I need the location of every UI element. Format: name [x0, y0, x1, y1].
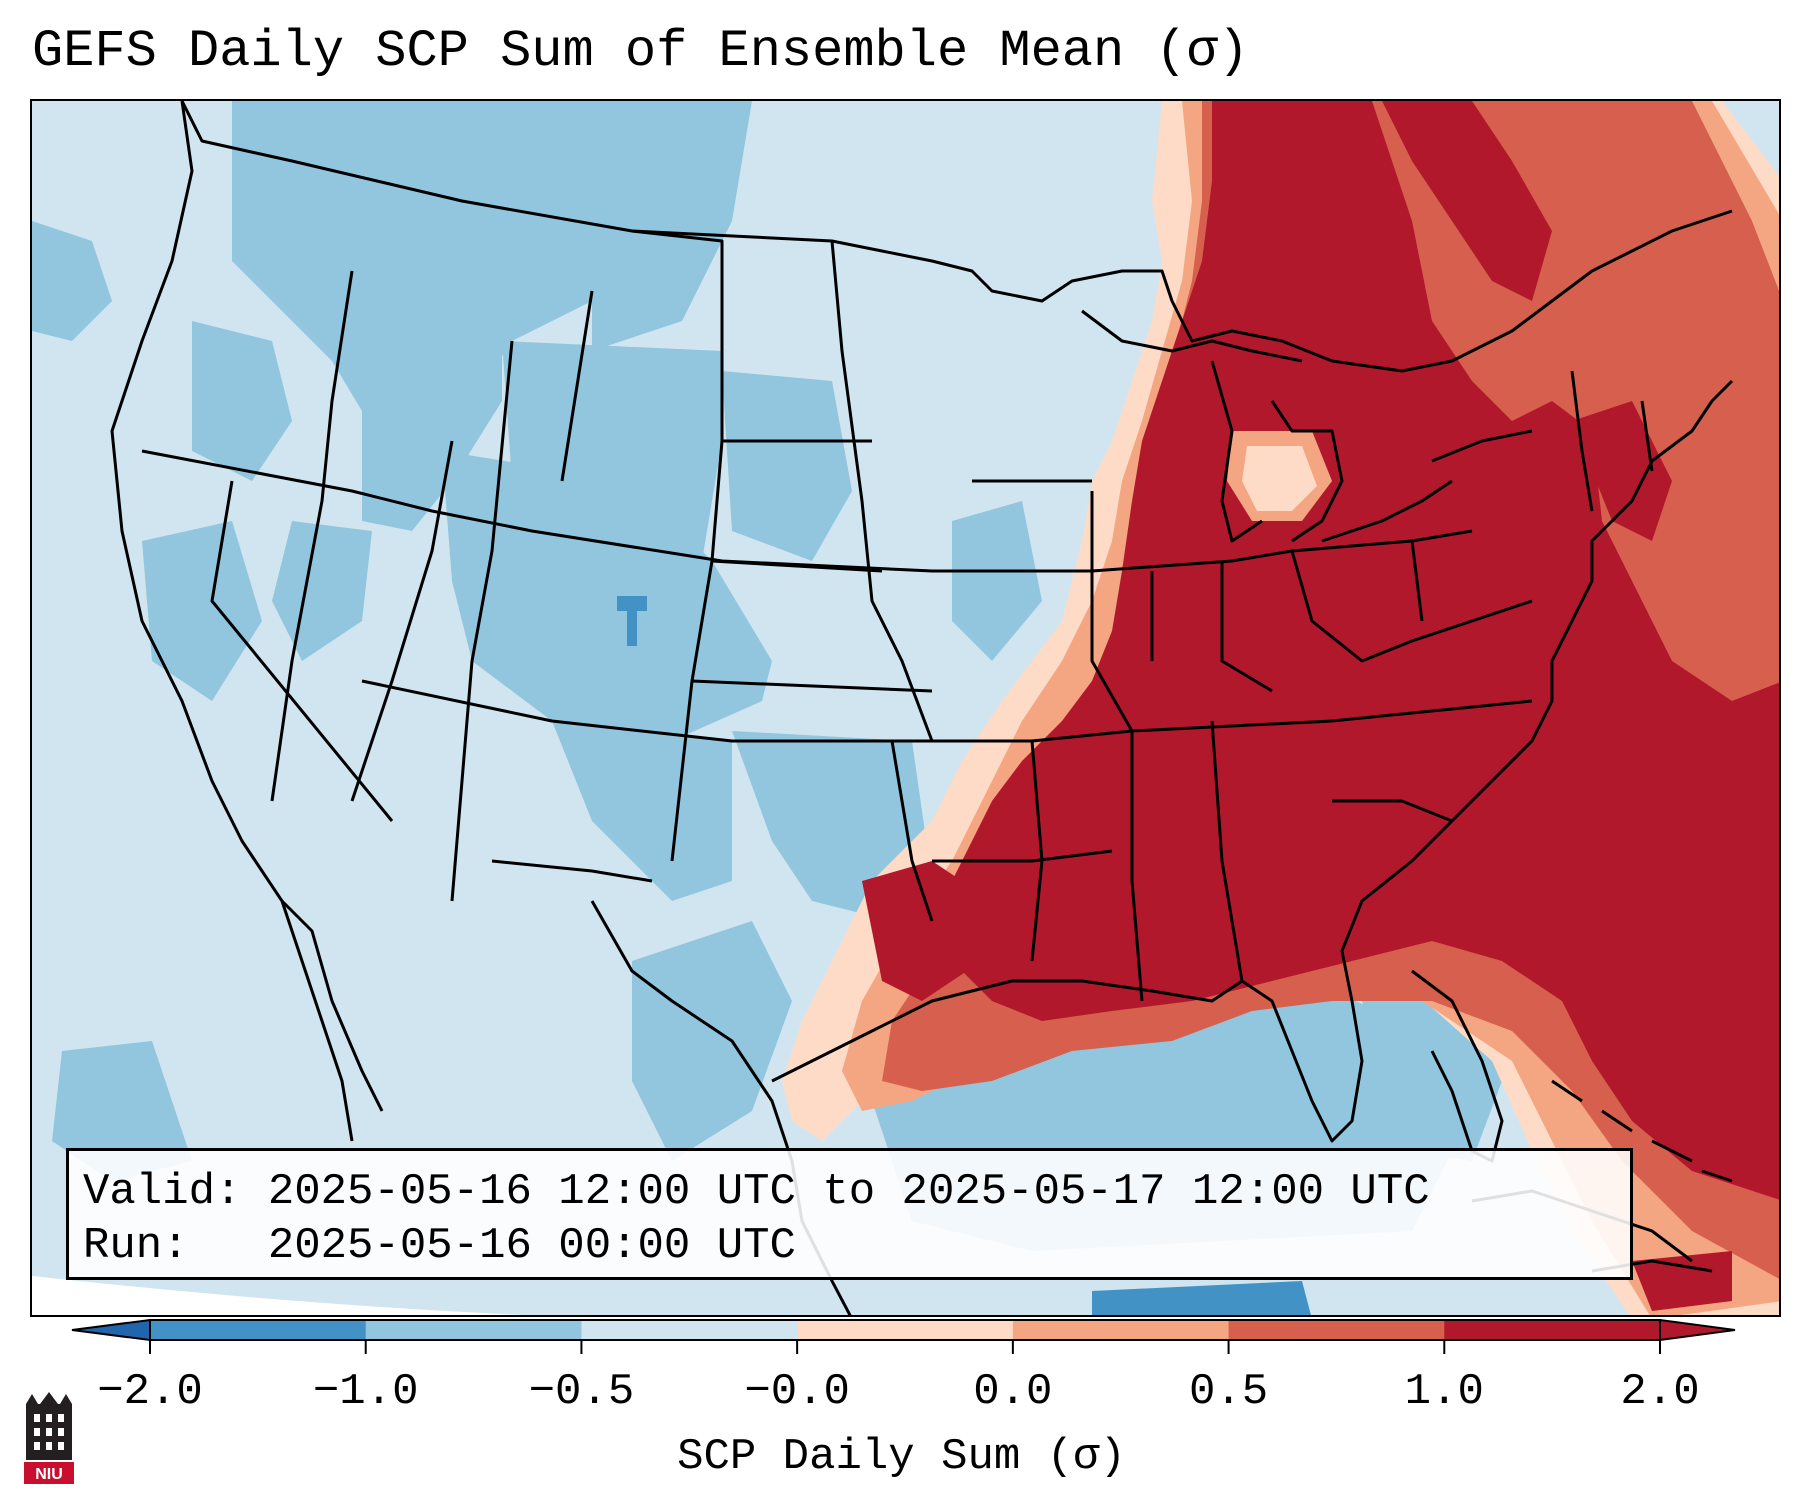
projection-edge	[32, 1276, 524, 1315]
colorbar-tick-label: −1.0	[312, 1367, 419, 1417]
colorbar-tick-label: 2.0	[1620, 1367, 1700, 1417]
map-panel[interactable]	[30, 99, 1781, 1317]
valid-label: Valid:	[83, 1167, 242, 1217]
colorbar-over-extend	[1659, 1318, 1736, 1342]
map-title: GEFS Daily SCP Sum of Ensemble Mean (σ)	[32, 22, 1249, 81]
run-value: 2025-05-16 00:00 UTC	[267, 1221, 796, 1271]
map-canvas	[32, 101, 1779, 1315]
colorbar-label: SCP Daily Sum (σ)	[677, 1432, 1126, 1482]
colorbar-segment	[1444, 1320, 1661, 1340]
colorbar-segment	[797, 1320, 1014, 1340]
colorbar-segment	[1012, 1320, 1230, 1340]
colorbar-tick-label: −0.0	[744, 1367, 850, 1417]
colorbar-segment	[1228, 1320, 1445, 1340]
run-label: Run:	[83, 1221, 189, 1271]
deep-blue-patches	[617, 596, 1311, 1315]
colorbar-segment	[365, 1320, 582, 1340]
colorbar-tick-label: 0.0	[973, 1367, 1053, 1417]
colorbar-segment	[581, 1320, 798, 1340]
colorbar-outline	[149, 1319, 1661, 1341]
validity-info-box: Valid: 2025-05-16 12:00 UTC to 2025-05-1…	[66, 1148, 1633, 1280]
valid-value: 2025-05-16 12:00 UTC to 2025-05-17 12:00…	[267, 1167, 1430, 1217]
colorbar-segment	[150, 1320, 367, 1340]
colorbar-tick-label: 1.0	[1404, 1367, 1484, 1417]
colorbar-tick-label: 0.5	[1188, 1367, 1269, 1417]
colorbar-tick-label: −0.5	[528, 1367, 635, 1417]
svg-text:NIU: NIU	[35, 1466, 63, 1483]
boundaries	[110, 101, 1734, 1315]
dark-red-core	[862, 101, 1779, 1311]
colorbar-tick-label: −2.0	[97, 1367, 203, 1417]
niu-logo: NIU	[24, 1392, 74, 1484]
colorbar-under-extend	[71, 1318, 151, 1342]
michigan-light-patch	[1227, 431, 1332, 521]
